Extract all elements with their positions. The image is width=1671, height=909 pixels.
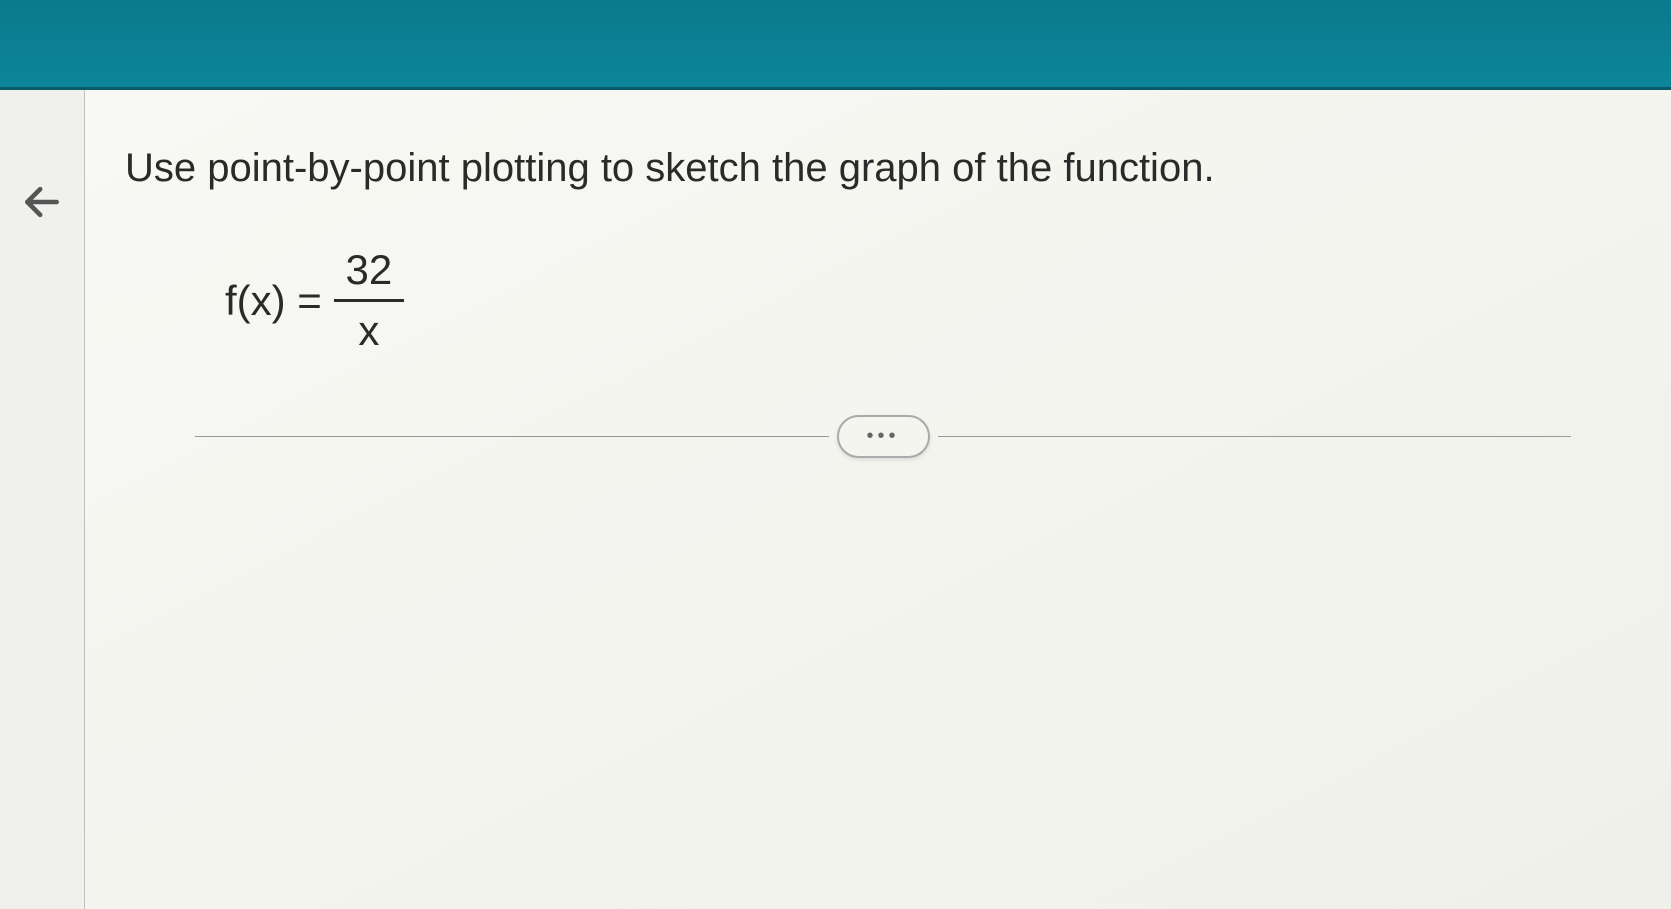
problem-content: Use point-by-point plotting to sketch th… — [85, 90, 1671, 909]
denominator: x — [348, 302, 389, 355]
divider-row: ••• — [125, 415, 1641, 458]
back-arrow-button[interactable] — [20, 180, 64, 236]
more-options-button[interactable]: ••• — [837, 415, 930, 458]
content-wrapper: Use point-by-point plotting to sketch th… — [0, 90, 1671, 909]
numerator: 32 — [335, 246, 402, 299]
divider-line — [195, 436, 829, 437]
header-bar — [0, 0, 1671, 90]
function-label: f(x) = — [225, 277, 322, 325]
fraction: 32 x — [334, 246, 404, 355]
instruction-text: Use point-by-point plotting to sketch th… — [125, 140, 1641, 196]
arrow-left-icon — [20, 180, 64, 224]
equation-display: f(x) = 32 x — [225, 246, 1641, 355]
divider-line — [938, 436, 1572, 437]
back-column — [0, 90, 85, 909]
